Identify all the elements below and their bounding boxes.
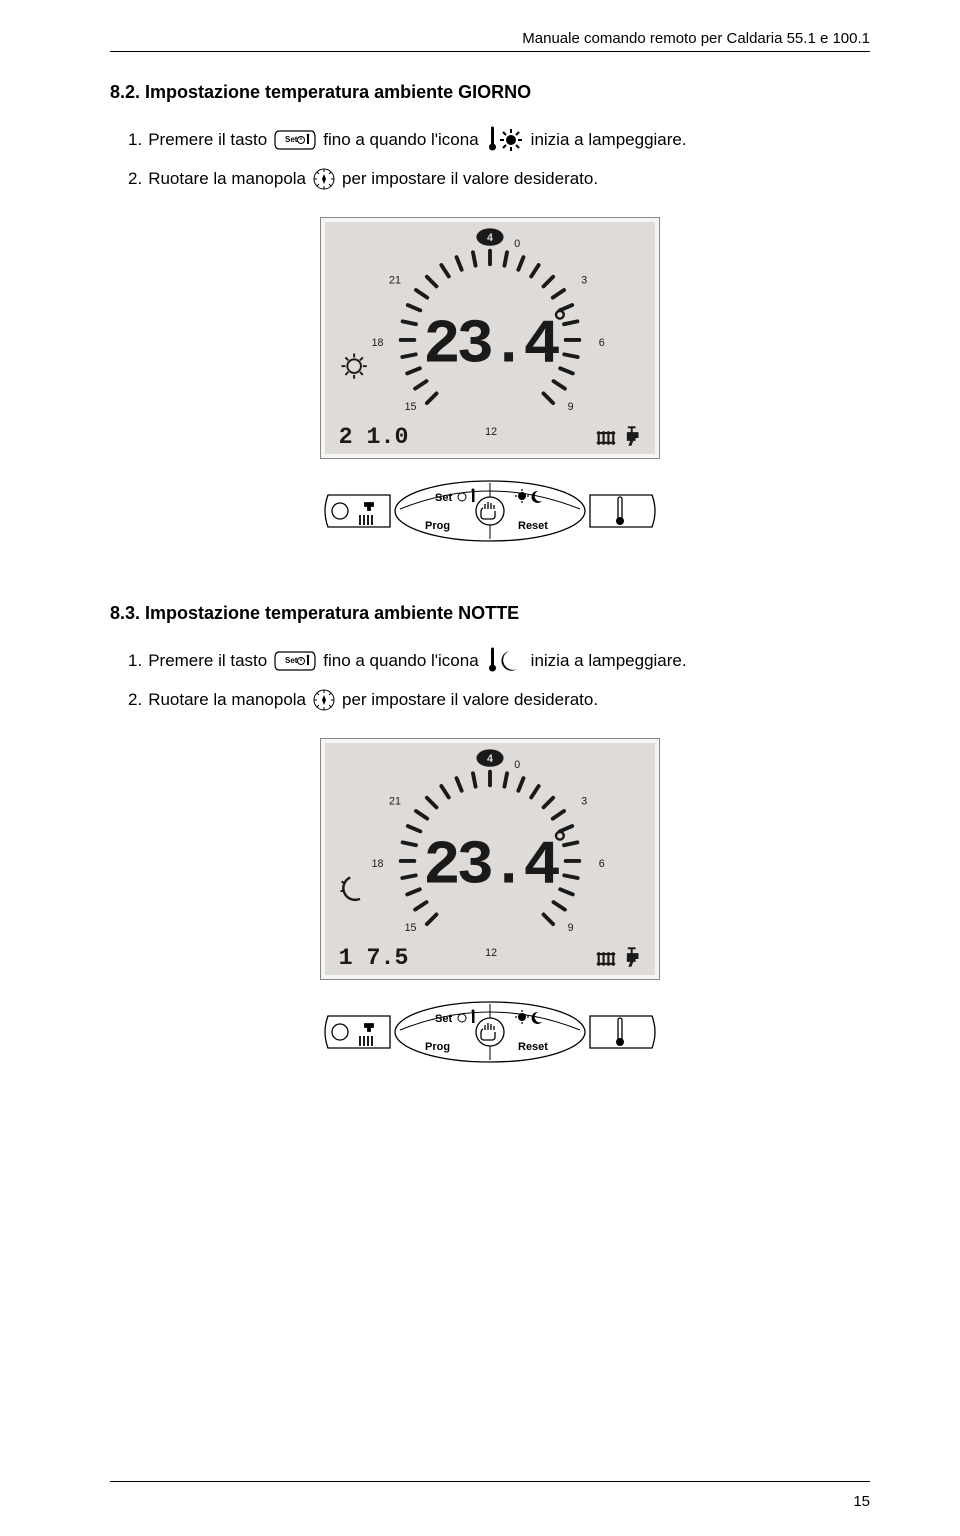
knob-icon [312, 167, 336, 191]
dial-label: 3 [581, 275, 587, 287]
dial-label: 15 [405, 922, 417, 934]
day-badge: 4 [487, 753, 493, 765]
dial-label: 15 [405, 401, 417, 413]
step-text: fino a quando l'icona [323, 651, 478, 671]
figure-82: 4 [110, 217, 870, 543]
thermostat-display: 4 [320, 738, 660, 980]
step-text: per impostare il valore desiderato. [342, 169, 598, 189]
prog-label: Prog [425, 1041, 450, 1053]
step-num: 1. [128, 130, 142, 150]
section-title-83: 8.3. Impostazione temperatura ambiente N… [110, 603, 870, 624]
svg-text:Set: Set [285, 135, 298, 144]
dial-label: 9 [568, 401, 574, 413]
set-button-icon: Set [273, 650, 317, 672]
set-label: Set [435, 1013, 452, 1025]
dial-label: 21 [389, 275, 401, 287]
thermostat-controls: Set Prog Reset [110, 1000, 870, 1064]
step-num: 2. [128, 690, 142, 710]
step-text: Premere il tasto [148, 130, 267, 150]
thermostat-controls: Set Prog Reset [110, 479, 870, 543]
side-temperature: 1 7.5 [339, 945, 409, 971]
dial-label: 18 [372, 337, 384, 349]
dial-label: 21 [389, 796, 401, 808]
svg-text:Set: Set [285, 656, 298, 665]
set-label: Set [435, 492, 452, 504]
dial-label: 9 [568, 922, 574, 934]
thermometer-sun-icon [485, 125, 525, 155]
step-text: inizia a lampeggiare. [531, 651, 687, 671]
step-82-2: 2. Ruotare la manopola per impostare il … [128, 167, 870, 191]
reset-label: Reset [518, 520, 548, 532]
set-button-icon: Set [273, 129, 317, 151]
dial-label: 18 [372, 858, 384, 870]
step-num: 2. [128, 169, 142, 189]
side-temperature: 2 1.0 [339, 424, 409, 450]
day-badge: 4 [487, 232, 493, 244]
dial-label: 12 [485, 947, 497, 959]
step-82-1: 1. Premere il tasto Set fino a quando l'… [128, 125, 870, 155]
dial-label: 0 [514, 759, 520, 771]
reset-label: Reset [518, 1041, 548, 1053]
main-temperature: 23.4 [423, 309, 559, 380]
thermostat-display: 4 [320, 217, 660, 459]
dial-label: 6 [599, 858, 605, 870]
dial-label: 0 [514, 238, 520, 250]
step-text: Ruotare la manopola [148, 690, 306, 710]
header-rule [110, 51, 870, 52]
footer-rule [110, 1481, 870, 1482]
prog-label: Prog [425, 520, 450, 532]
knob-icon [312, 688, 336, 712]
step-83-1: 1. Premere il tasto Set fino a quando l'… [128, 646, 870, 676]
step-83-2: 2. Ruotare la manopola per impostare il … [128, 688, 870, 712]
header-text: Manuale comando remoto per Caldaria 55.1… [110, 30, 870, 47]
dial-label: 6 [599, 337, 605, 349]
step-text: inizia a lampeggiare. [531, 130, 687, 150]
step-text: per impostare il valore desiderato. [342, 690, 598, 710]
thermometer-moon-icon [485, 646, 525, 676]
step-num: 1. [128, 651, 142, 671]
step-text: Ruotare la manopola [148, 169, 306, 189]
figure-83: 4 [110, 738, 870, 1064]
step-text: Premere il tasto [148, 651, 267, 671]
dial-label: 3 [581, 796, 587, 808]
section-title-82: 8.2. Impostazione temperatura ambiente G… [110, 82, 870, 103]
main-temperature: 23.4 [423, 830, 559, 901]
dial-label: 12 [485, 426, 497, 438]
page-number: 15 [853, 1493, 870, 1510]
step-text: fino a quando l'icona [323, 130, 478, 150]
